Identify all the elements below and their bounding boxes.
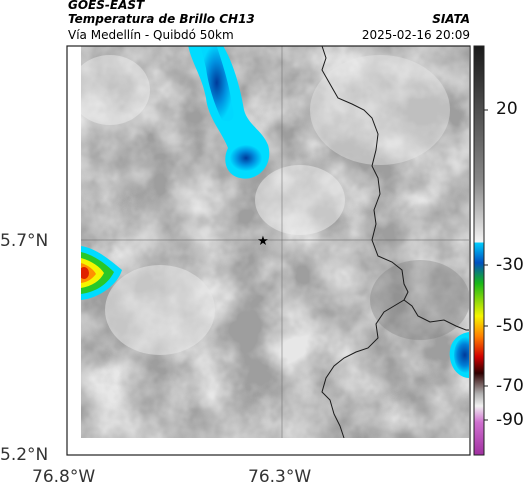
cold-cloud-top (188, 46, 270, 179)
satellite-title: GOES-EAST (68, 0, 145, 12)
colorbar-tick-minus30: -30 (496, 255, 524, 275)
colorbar-tick-20: 20 (496, 99, 518, 119)
product-title: Temperatura de Brillo CH13 (68, 12, 255, 26)
lon-tick-76-3: 76.3°W (248, 467, 312, 487)
colorbar-tick-minus90: -90 (496, 410, 524, 430)
colorbar-tick-minus70: -70 (496, 376, 524, 396)
timestamp: 2025-02-16 20:09 (361, 28, 470, 42)
cold-cloud-left (81, 246, 122, 300)
colorbar-tick-minus50: -50 (496, 316, 524, 336)
department-boundary (321, 46, 409, 438)
agency-label: SIATA (432, 12, 470, 26)
lat-tick-5-2: 5.2°N (0, 445, 49, 465)
colorbar (473, 45, 485, 456)
lat-tick-5-7: 5.7°N (0, 231, 49, 251)
department-boundary-east (403, 299, 469, 331)
region-subtitle: Vía Medellín - Quibdó 50km (68, 28, 234, 42)
cold-cloud-right (449, 332, 469, 378)
lon-tick-76-8: 76.8°W (32, 467, 96, 487)
map-frame (66, 45, 471, 456)
location-star-marker: ★ (257, 234, 269, 249)
